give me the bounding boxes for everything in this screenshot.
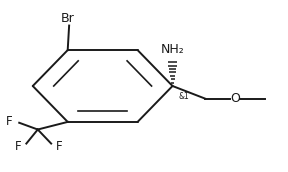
Text: Br: Br xyxy=(61,12,75,25)
Text: F: F xyxy=(6,115,13,128)
Text: F: F xyxy=(56,140,63,153)
Text: F: F xyxy=(15,140,21,153)
Text: O: O xyxy=(230,92,240,105)
Text: NH₂: NH₂ xyxy=(161,42,184,56)
Text: &1: &1 xyxy=(179,92,190,101)
